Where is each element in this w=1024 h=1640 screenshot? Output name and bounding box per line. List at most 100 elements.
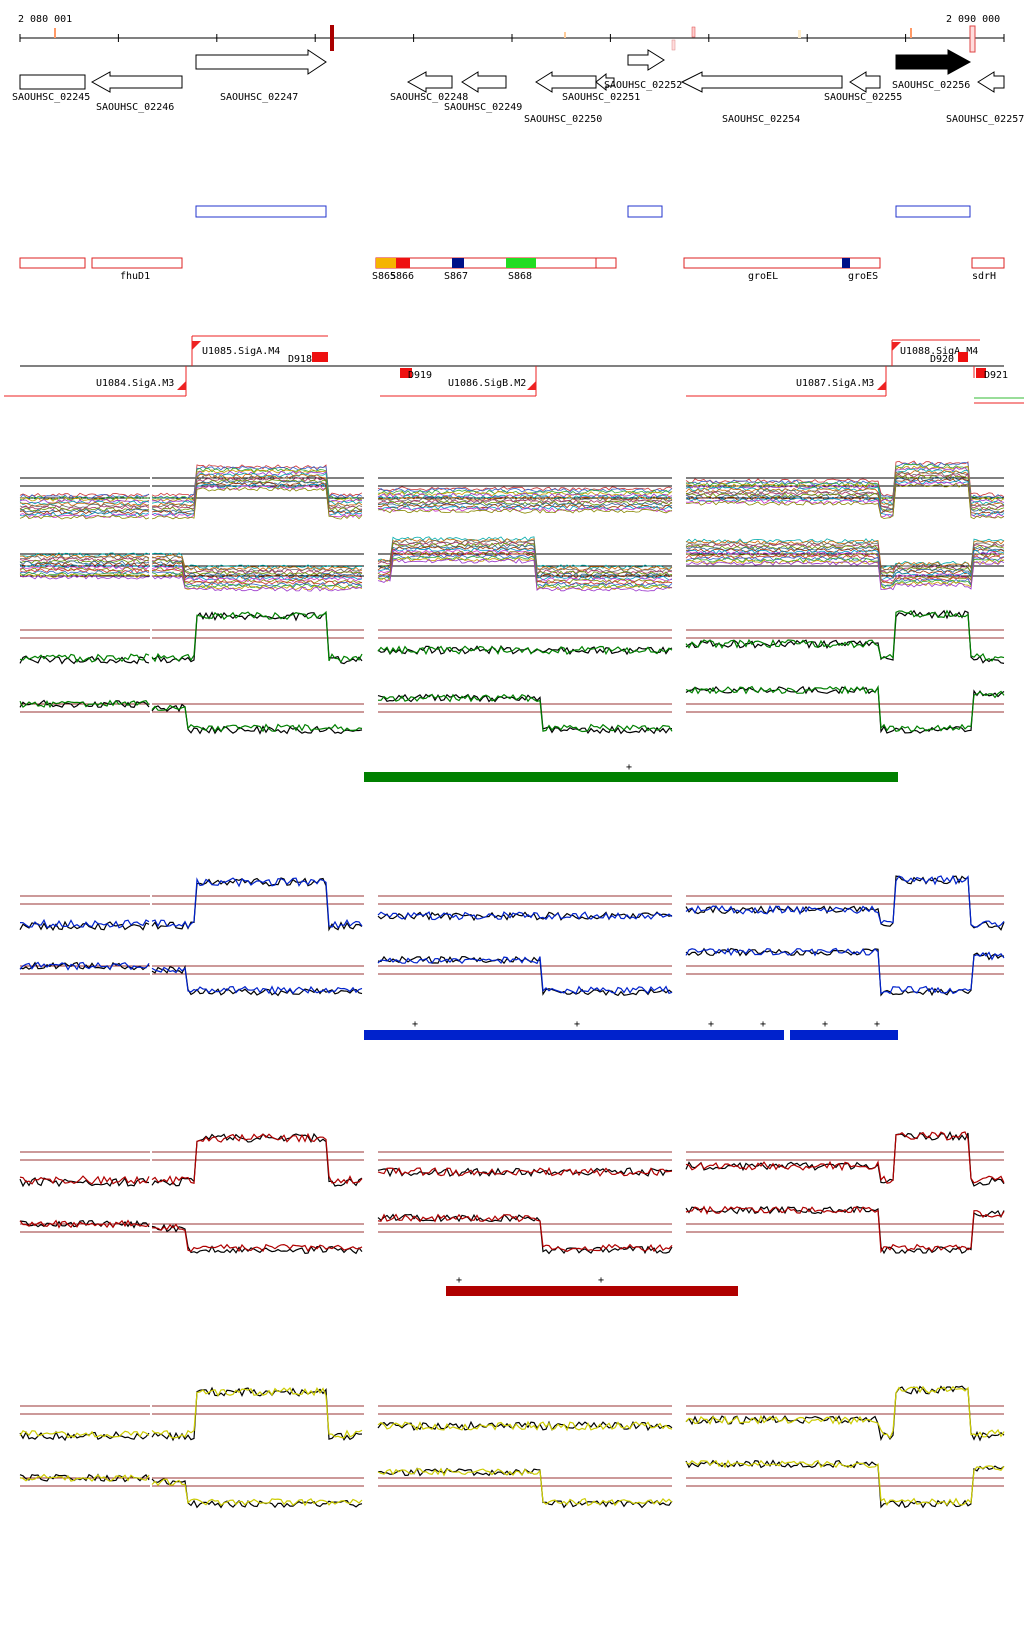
series-line (19, 609, 1005, 664)
condition-bars: + + + + + + + + + (364, 762, 898, 1296)
gene-track: SAOUHSC_02245 SAOUHSC_02246 SAOUHSC_0224… (12, 49, 1024, 125)
gene-arrow[interactable] (535, 71, 597, 93)
green-segment-bar[interactable] (364, 772, 898, 782)
series-line (19, 538, 1005, 571)
series-line (19, 875, 1005, 932)
gene-label: SAOUHSC_02245 (12, 92, 90, 103)
series-line (19, 460, 1005, 498)
plus-mark: + (626, 762, 632, 773)
gene-arrow[interactable] (595, 72, 615, 92)
promoter-label: U1086.SigB.M2 (448, 378, 526, 389)
promoter-track: U1085.SigA.M4 D918 U1084.SigA.M3 D919 U1… (4, 335, 1024, 404)
red-segment-bar[interactable] (446, 1286, 738, 1296)
red-condition-panel (19, 1130, 1005, 1255)
series-line (19, 463, 1005, 501)
promoter-label: U1088.SigA.M4 (900, 346, 978, 357)
gene-label: SAOUHSC_02257 (946, 114, 1024, 125)
series-line (19, 555, 1005, 589)
series-line (19, 1205, 1005, 1255)
promoter-label: U1087.SigA.M3 (796, 378, 874, 389)
plus-mark: + (760, 1019, 766, 1030)
series-line (19, 558, 1005, 592)
gene-label: SAOUHSC_02255 (824, 92, 902, 103)
ruler-highlights (54, 25, 976, 53)
promoter-label: D918 (288, 354, 312, 365)
ruler-end-label: 2 090 000 (946, 14, 1000, 25)
blue-segment-bar[interactable] (364, 1030, 784, 1040)
gene-label: SAOUHSC_02249 (444, 102, 522, 113)
blue-region-track (195, 205, 971, 218)
gene-label: SAOUHSC_02254 (722, 114, 800, 125)
ruler-ticks (19, 34, 1005, 42)
series-line (19, 1131, 1005, 1186)
gene-arrow[interactable] (977, 71, 1005, 93)
plus-mark: + (598, 1275, 604, 1286)
promoter-label: U1084.SigA.M3 (96, 378, 174, 389)
plus-mark: + (708, 1019, 714, 1030)
promoter-label: U1085.SigA.M4 (202, 346, 280, 357)
series-line (19, 471, 1005, 509)
plus-mark: + (822, 1019, 828, 1030)
gene-arrow[interactable] (90, 71, 183, 93)
series-line (19, 554, 1005, 587)
series-line (19, 947, 1005, 997)
series-line (19, 542, 1005, 576)
blue-segment-bar[interactable] (790, 1030, 898, 1040)
series-line (19, 482, 1005, 520)
series-line (19, 465, 1005, 503)
gene-label: SAOUHSC_02250 (524, 114, 602, 125)
annotation-label: S866 (390, 271, 414, 282)
series-line (19, 685, 1005, 735)
gene-arrow[interactable] (461, 71, 507, 93)
series-line (19, 536, 1005, 570)
annotation-label: sdrH (972, 271, 996, 282)
gene-arrow[interactable] (195, 49, 327, 75)
annotation-label: fhuD1 (120, 271, 150, 282)
plus-mark: + (574, 1019, 580, 1030)
gene-arrow[interactable] (849, 71, 881, 93)
multi-condition-panel (19, 460, 1005, 592)
annotation-track: fhuD1 S865 S866 S867 S868 groEL groES sd… (19, 257, 1005, 282)
gene-label: SAOUHSC_02247 (220, 92, 298, 103)
series-line (19, 1459, 1005, 1507)
gene-label: SAOUHSC_02246 (96, 102, 174, 113)
gene-arrow[interactable] (406, 71, 453, 93)
coordinate-ruler: 2 080 001 2 090 000 (18, 14, 1005, 53)
annotation-label: S868 (508, 271, 532, 282)
yellow-condition-panel (19, 1385, 1005, 1509)
series-line (19, 469, 1005, 507)
series-line (19, 472, 1004, 511)
plus-mark: + (412, 1019, 418, 1030)
gene-label: SAOUHSC_02256 (892, 80, 970, 91)
gene-arrow[interactable] (627, 49, 665, 71)
ruler-start-label: 2 080 001 (18, 14, 72, 25)
expression-panels (19, 460, 1005, 1509)
series-line (19, 549, 1005, 583)
series-line (19, 609, 1005, 665)
series-line (19, 1459, 1005, 1509)
series-line (19, 684, 1005, 733)
series-line (19, 1205, 1005, 1254)
annotation-label: S867 (444, 271, 468, 282)
promoter-label: D919 (408, 370, 432, 381)
green-condition-panel (19, 609, 1005, 735)
gene-arrow[interactable] (680, 71, 843, 93)
plus-mark: + (456, 1275, 462, 1286)
annotation-label: S865 (372, 271, 396, 282)
annotation-label: groEL (748, 271, 778, 282)
series-line (19, 479, 1005, 517)
series-line (19, 478, 1005, 515)
gene-arrow-highlighted[interactable] (895, 49, 972, 75)
series-line (19, 1130, 1005, 1188)
plus-mark: + (874, 1019, 880, 1030)
series-line (19, 947, 1005, 995)
series-line (19, 474, 1005, 512)
series-line (19, 874, 1005, 929)
series-line (19, 552, 1005, 586)
series-line (19, 547, 1005, 581)
series-line (19, 481, 1005, 519)
blue-condition-panel (19, 874, 1005, 997)
promoter-label: D921 (984, 370, 1008, 381)
gene-arrow[interactable] (19, 74, 86, 90)
